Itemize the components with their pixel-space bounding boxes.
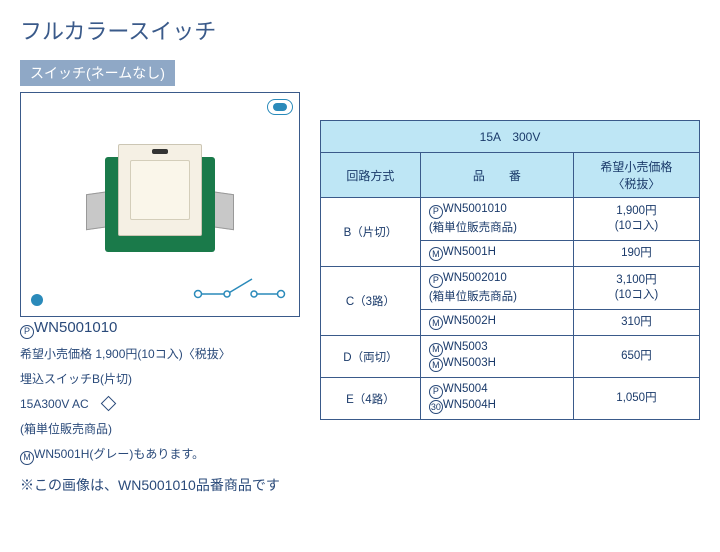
diamond-icon — [100, 396, 116, 412]
mark-icon: M — [429, 316, 443, 330]
section-label: スイッチ(ネームなし) — [20, 60, 175, 86]
table-row: C（3路）PWN5002010(箱単位販売商品)3,100円(10コ入) — [321, 267, 700, 310]
product-code: PWN5001010 — [20, 319, 300, 339]
mark-icon: M — [20, 451, 34, 465]
left-column: PWN5001010 希望小売価格 1,900円(10コ入)〈税抜〉 埋込スイッ… — [20, 92, 300, 465]
price-cell: 310円 — [573, 309, 699, 336]
partno-cell: PWN5001010(箱単位販売商品) — [420, 198, 573, 241]
mark-icon: P — [429, 205, 443, 219]
price-cell: 3,100円(10コ入) — [573, 267, 699, 310]
partno-cell: MWN5002H — [420, 309, 573, 336]
circuit-cell: E（4路） — [321, 378, 421, 420]
eco-badge-icon — [267, 99, 293, 115]
circuit-cell: C（3路） — [321, 267, 421, 336]
col-partno: 品 番 — [420, 153, 573, 198]
spec-line: 15A300V AC — [20, 395, 300, 414]
switch-illustration — [80, 142, 240, 267]
page-title: フルカラースイッチ — [20, 14, 700, 46]
table-row: B（片切）PWN5001010(箱単位販売商品)1,900円(10コ入) — [321, 198, 700, 241]
gray-line: MWN5001H(グレー)もあります。 — [20, 445, 300, 465]
mark-icon: P — [20, 325, 34, 339]
partno-cell: PWN5002010(箱単位販売商品) — [420, 267, 573, 310]
partno-cell: MWN5003MWN5003H — [420, 336, 573, 378]
right-column: 15A 300V 回路方式 品 番 希望小売価格 〈税抜〉 B（片切）PWN50… — [320, 92, 700, 420]
mark-icon: 30 — [429, 400, 443, 414]
spec-table: 15A 300V 回路方式 品 番 希望小売価格 〈税抜〉 B（片切）PWN50… — [320, 120, 700, 420]
price-line: 希望小売価格 1,900円(10コ入)〈税抜〉 — [20, 345, 300, 364]
price-cell: 190円 — [573, 240, 699, 267]
price-cell: 650円 — [573, 336, 699, 378]
price-cell: 1,050円 — [573, 378, 699, 420]
product-image-box — [20, 92, 300, 317]
box-line: (箱単位販売商品) — [20, 420, 300, 439]
mark-icon: P — [429, 385, 443, 399]
table-row: E（4路）PWN500430WN5004H1,050円 — [321, 378, 700, 420]
blue-dot-icon — [31, 294, 43, 306]
table-spec-header: 15A 300V — [321, 121, 700, 153]
desc-line: 埋込スイッチB(片切) — [20, 370, 300, 389]
mark-icon: M — [429, 247, 443, 261]
col-circuit: 回路方式 — [321, 153, 421, 198]
circuit-diagram-icon — [192, 264, 287, 304]
circuit-cell: B（片切） — [321, 198, 421, 267]
mark-icon: M — [429, 343, 443, 357]
partno-cell: PWN500430WN5004H — [420, 378, 573, 420]
footer-note: ※この画像は、WN5001010品番商品です — [20, 475, 700, 495]
col-price: 希望小売価格 〈税抜〉 — [573, 153, 699, 198]
mark-icon: M — [429, 358, 443, 372]
circuit-cell: D（両切） — [321, 336, 421, 378]
partno-cell: MWN5001H — [420, 240, 573, 267]
table-row: D（両切）MWN5003MWN5003H650円 — [321, 336, 700, 378]
price-cell: 1,900円(10コ入) — [573, 198, 699, 241]
mark-icon: P — [429, 274, 443, 288]
content-row: PWN5001010 希望小売価格 1,900円(10コ入)〈税抜〉 埋込スイッ… — [20, 92, 700, 465]
